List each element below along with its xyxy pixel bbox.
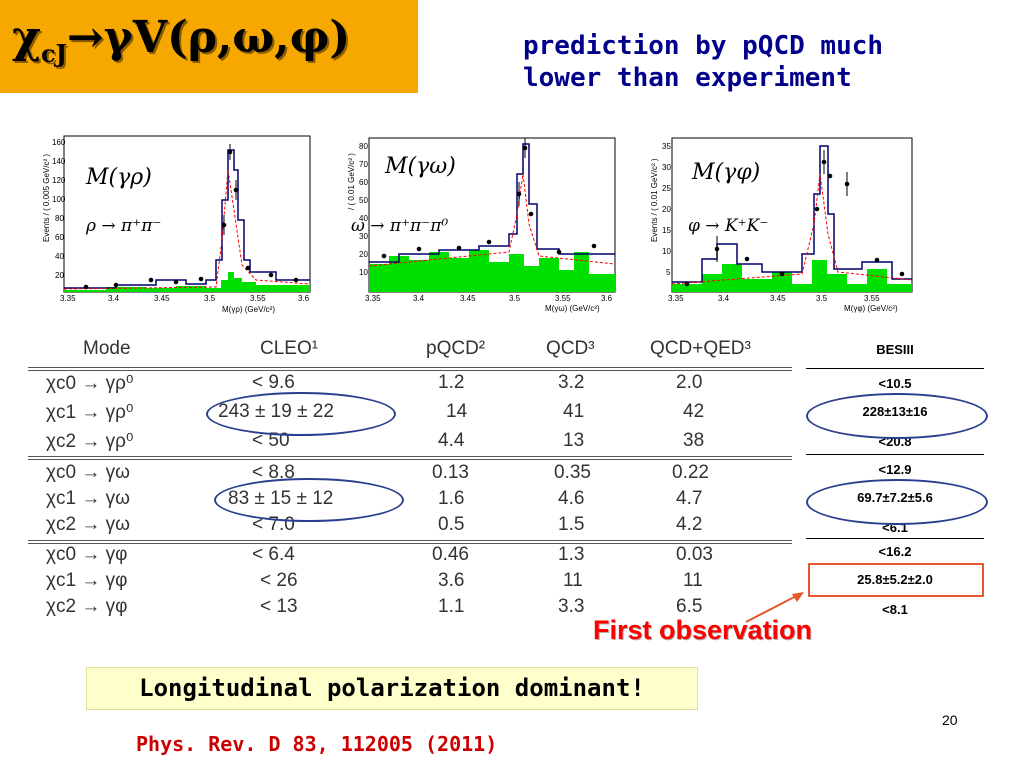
ytick: 70 (359, 160, 368, 169)
ytick: 120 (52, 176, 66, 185)
highlight-ellipse-cleo-rho (206, 392, 396, 436)
xtick: 3.6 (298, 294, 310, 303)
plot-mass-label: M(γω) (385, 154, 456, 179)
besiii-value: <8.1 (882, 602, 908, 617)
highlight-ellipse-cleo-omega (214, 478, 404, 522)
highlight-ellipse-besiii-omega (806, 479, 988, 525)
ytick: 10 (662, 247, 671, 256)
ytick: 60 (359, 178, 368, 187)
besiii-value: 25.8±5.2±2.0 (857, 572, 933, 587)
conclusion-banner: Longitudinal polarization dominant! (86, 667, 698, 710)
xtick: 3.4 (108, 294, 120, 303)
besiii-rule (806, 454, 984, 455)
group-rule (28, 540, 792, 541)
group-rule (28, 456, 792, 457)
plot-xlabel: M(γρ) (GeV/c²) (222, 305, 275, 314)
title-box (0, 0, 418, 93)
col-header-mode: Mode (83, 338, 131, 359)
reference-citation: Phys. Rev. D 83, 112005 (2011) (136, 732, 498, 756)
ytick: 30 (662, 163, 671, 172)
plot-mass-label: M(γφ) (692, 160, 761, 185)
prediction-note: prediction by pQCD much lower than exper… (523, 30, 963, 94)
ytick: 5 (666, 268, 671, 277)
ytick: 30 (359, 232, 368, 241)
plot-decay-label: φ → K⁺K⁻ (688, 216, 769, 236)
group-rule (28, 543, 792, 544)
ytick: 35 (662, 142, 671, 151)
ytick: 20 (662, 205, 671, 214)
xtick: 3.55 (555, 294, 571, 303)
xtick: 3.45 (770, 294, 786, 303)
ytick: 100 (52, 195, 66, 204)
ytick: 80 (55, 214, 64, 223)
plot-ylabel: Events / ( 0.005 GeV/c² ) (42, 153, 51, 242)
xtick: 3.4 (718, 294, 730, 303)
ytick: 15 (662, 226, 671, 235)
ytick: 50 (359, 196, 368, 205)
besiii-rule (806, 368, 984, 369)
ytick: 10 (359, 268, 368, 277)
plot-mass-label: M(γρ) (86, 165, 152, 190)
col-header-cleo: CLEO¹ (260, 338, 319, 359)
plot-decay-label: ω → π⁺π⁻π⁰ (351, 216, 449, 236)
ytick: 20 (359, 250, 368, 259)
slide-title: χcJ→γV(ρ,ω,φ) (12, 12, 351, 68)
plot-frame (368, 137, 616, 293)
xtick: 3.55 (864, 294, 880, 303)
prediction-line-1: prediction by pQCD much (523, 31, 884, 61)
xtick: 3.45 (460, 294, 476, 303)
plot-ylabel: Events / ( 0.01 GeV/c² ) (650, 158, 659, 242)
plot-frame (671, 137, 913, 293)
plot-gamma-rho: Events / ( 0.005 GeV/c² ) 160 140 120 10… (42, 130, 320, 320)
besiii-value: <10.5 (878, 376, 912, 391)
prediction-line-2: lower than experiment (523, 63, 852, 93)
xtick: 3.35 (668, 294, 684, 303)
highlight-box-besiii-phi (808, 563, 984, 597)
ytick: 40 (55, 252, 64, 261)
ytick: 80 (359, 142, 368, 151)
first-observation-label: First observation (593, 615, 813, 645)
ytick: 25 (662, 184, 671, 193)
pointer-arrow (745, 592, 804, 623)
group-rule (28, 459, 792, 460)
plot-decay-label: ρ → π⁺π⁻ (86, 216, 162, 236)
header-rule (28, 367, 792, 368)
plot-gamma-phi: Events / ( 0.01 GeV/c² ) 35 30 25 20 15 … (648, 130, 920, 320)
highlight-ellipse-besiii-rho (806, 393, 988, 439)
plot-frame (63, 135, 311, 293)
besiii-value: <16.2 (878, 544, 912, 559)
col-header-qcd: QCD³ (546, 338, 595, 359)
col-header-qcd-qed: QCD+QED³ (650, 338, 751, 359)
plot-xlabel: M(γφ) (GeV/c²) (844, 304, 898, 313)
xtick: 3.5 (204, 294, 216, 303)
theory-table: Mode CLEO¹ pQCD² QCD³ QCD+QED³ χc0 → γρ⁰… (28, 330, 792, 630)
besiii-header: BESIII (876, 342, 914, 357)
xtick: 3.55 (250, 294, 266, 303)
ytick: 40 (359, 214, 368, 223)
plot-ylabel: / ( 0.01 GeV/c² ) (347, 153, 356, 210)
xtick: 3.5 (816, 294, 828, 303)
page-number: 20 (942, 712, 958, 728)
col-header-pqcd: pQCD² (426, 338, 486, 359)
xtick: 3.6 (601, 294, 613, 303)
xtick: 3.35 (365, 294, 381, 303)
header-rule (28, 370, 792, 371)
plot-xlabel: M(γω) (GeV/c²) (545, 304, 600, 313)
xtick: 3.4 (413, 294, 425, 303)
besiii-value: <12.9 (878, 462, 912, 477)
ytick: 60 (55, 233, 64, 242)
ytick: 160 (52, 138, 66, 147)
ytick: 140 (52, 157, 66, 166)
xtick: 3.35 (60, 294, 76, 303)
besiii-rule (806, 538, 984, 539)
ytick: 20 (55, 271, 64, 280)
xtick: 3.5 (509, 294, 521, 303)
plot-gamma-omega: / ( 0.01 GeV/c² ) 80 70 60 50 40 30 20 1… (345, 130, 620, 320)
xtick: 3.45 (154, 294, 170, 303)
